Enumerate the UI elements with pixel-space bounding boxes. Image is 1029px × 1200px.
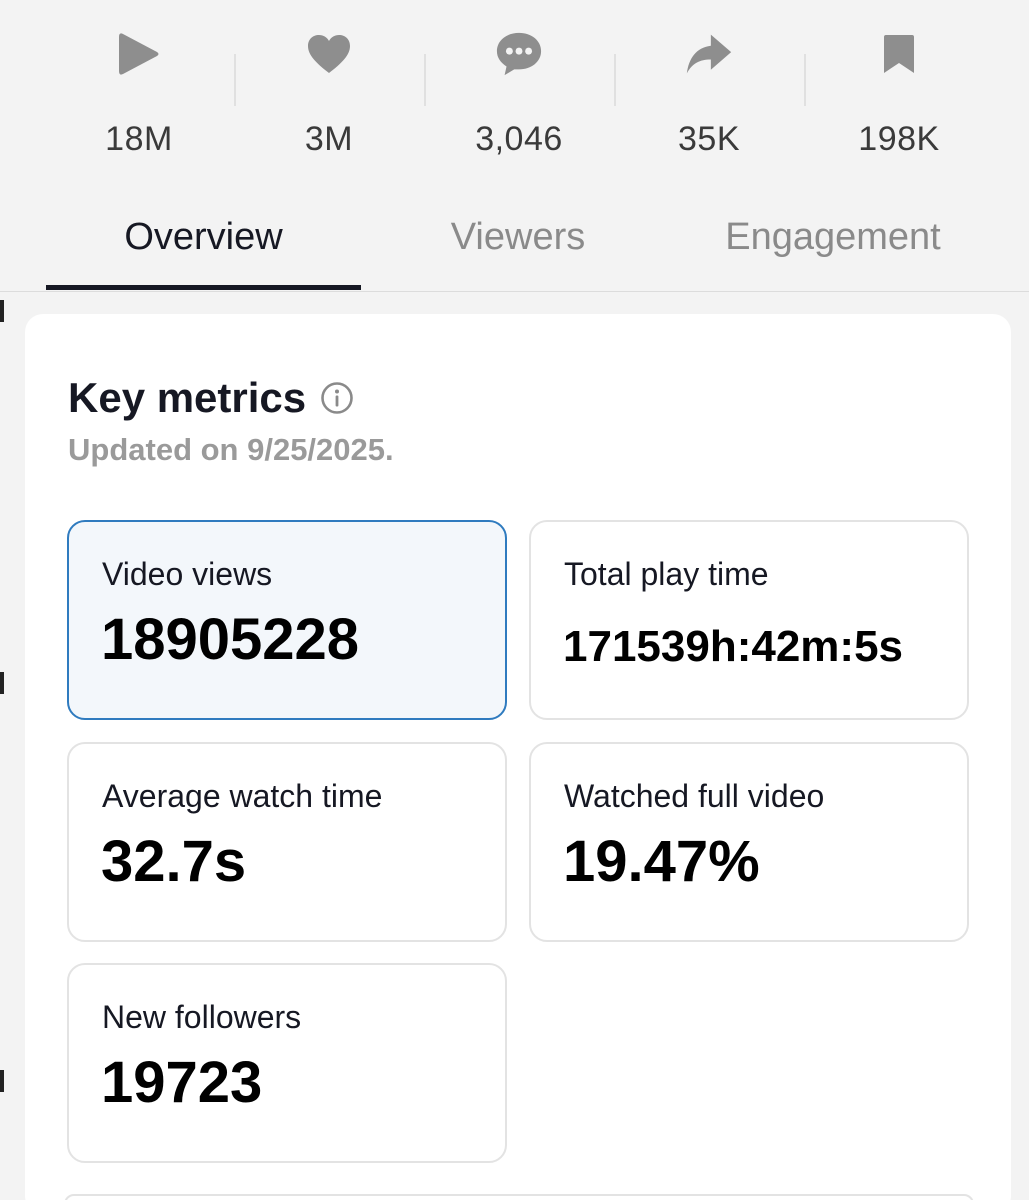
share-icon	[685, 28, 733, 80]
metric-value: 19.47%	[563, 829, 760, 894]
next-card-peek	[64, 1194, 974, 1200]
metric-average-watch-time[interactable]: Average watch time 32.7s	[67, 742, 507, 942]
metric-value: 32.7s	[101, 829, 247, 894]
stat-value: 35K	[678, 120, 740, 158]
metric-label: New followers	[102, 999, 302, 1035]
active-tab-indicator	[46, 285, 361, 290]
key-metrics-title: Key metrics	[68, 374, 307, 421]
stat-value: 198K	[858, 120, 940, 158]
stat-shares[interactable]: 35K	[614, 28, 804, 168]
metric-watched-full-video[interactable]: Watched full video 19.47%	[529, 742, 969, 942]
bookmark-icon	[875, 28, 923, 80]
metric-label: Average watch time	[102, 778, 383, 814]
stat-value: 18M	[105, 120, 173, 158]
metric-video-views[interactable]: Video views 18905228	[67, 520, 507, 720]
tab-viewers[interactable]: Viewers	[450, 216, 586, 258]
metric-label: Total play time	[564, 556, 769, 592]
info-icon[interactable]	[320, 381, 354, 415]
stat-value: 3,046	[475, 120, 563, 158]
key-metrics-heading: Key metrics	[68, 374, 354, 422]
tab-overview[interactable]: Overview	[124, 216, 283, 258]
engagement-stats-row: 18M 3M 3,046 35K	[44, 28, 994, 168]
edge-mark	[0, 300, 4, 322]
edge-mark	[0, 1070, 4, 1092]
stat-likes[interactable]: 3M	[234, 28, 424, 168]
metric-label: Video views	[102, 556, 273, 592]
analytics-tabs: Overview Viewers Engagement	[0, 200, 1029, 292]
heart-icon	[305, 28, 353, 80]
edge-mark	[0, 672, 4, 694]
play-icon	[115, 28, 163, 80]
comment-icon	[495, 28, 543, 80]
stat-plays[interactable]: 18M	[44, 28, 234, 168]
updated-date: Updated on 9/25/2025.	[68, 432, 394, 467]
metric-value: 18905228	[101, 607, 360, 672]
metric-value: 19723	[101, 1050, 263, 1115]
metric-label: Watched full video	[564, 778, 825, 814]
stat-saves[interactable]: 198K	[804, 28, 994, 168]
metric-value: 171539h:42m:5s	[563, 622, 904, 671]
tab-engagement[interactable]: Engagement	[725, 216, 941, 258]
key-metrics-card: Key metrics Updated on 9/25/2025. Video …	[25, 314, 1011, 1200]
metric-total-play-time[interactable]: Total play time 171539h:42m:5s	[529, 520, 969, 720]
left-edge-overflow	[0, 0, 6, 1200]
stat-value: 3M	[304, 120, 354, 158]
stat-comments[interactable]: 3,046	[424, 28, 614, 168]
metric-new-followers[interactable]: New followers 19723	[67, 963, 507, 1163]
